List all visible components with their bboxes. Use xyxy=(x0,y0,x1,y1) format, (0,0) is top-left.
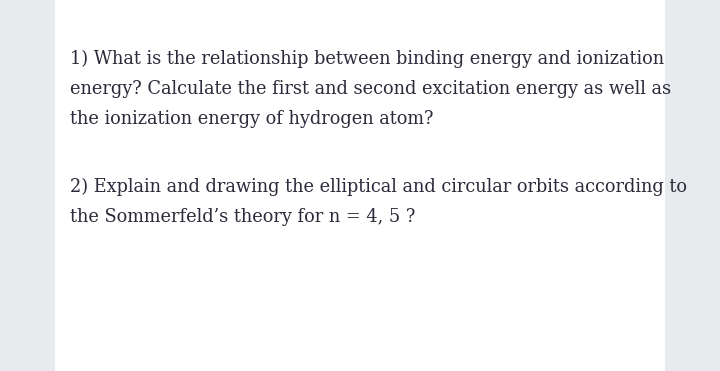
Bar xyxy=(55,0,665,371)
Text: energy? Calculate the first and second excitation energy as well as: energy? Calculate the first and second e… xyxy=(70,80,671,98)
Text: 2) Explain and drawing the elliptical and circular orbits according to: 2) Explain and drawing the elliptical an… xyxy=(70,178,687,196)
Text: the ionization energy of hydrogen atom?: the ionization energy of hydrogen atom? xyxy=(70,110,433,128)
Text: 1) What is the relationship between binding energy and ionization: 1) What is the relationship between bind… xyxy=(70,50,664,68)
Text: the Sommerfeld’s theory for n = 4, 5 ?: the Sommerfeld’s theory for n = 4, 5 ? xyxy=(70,208,415,226)
